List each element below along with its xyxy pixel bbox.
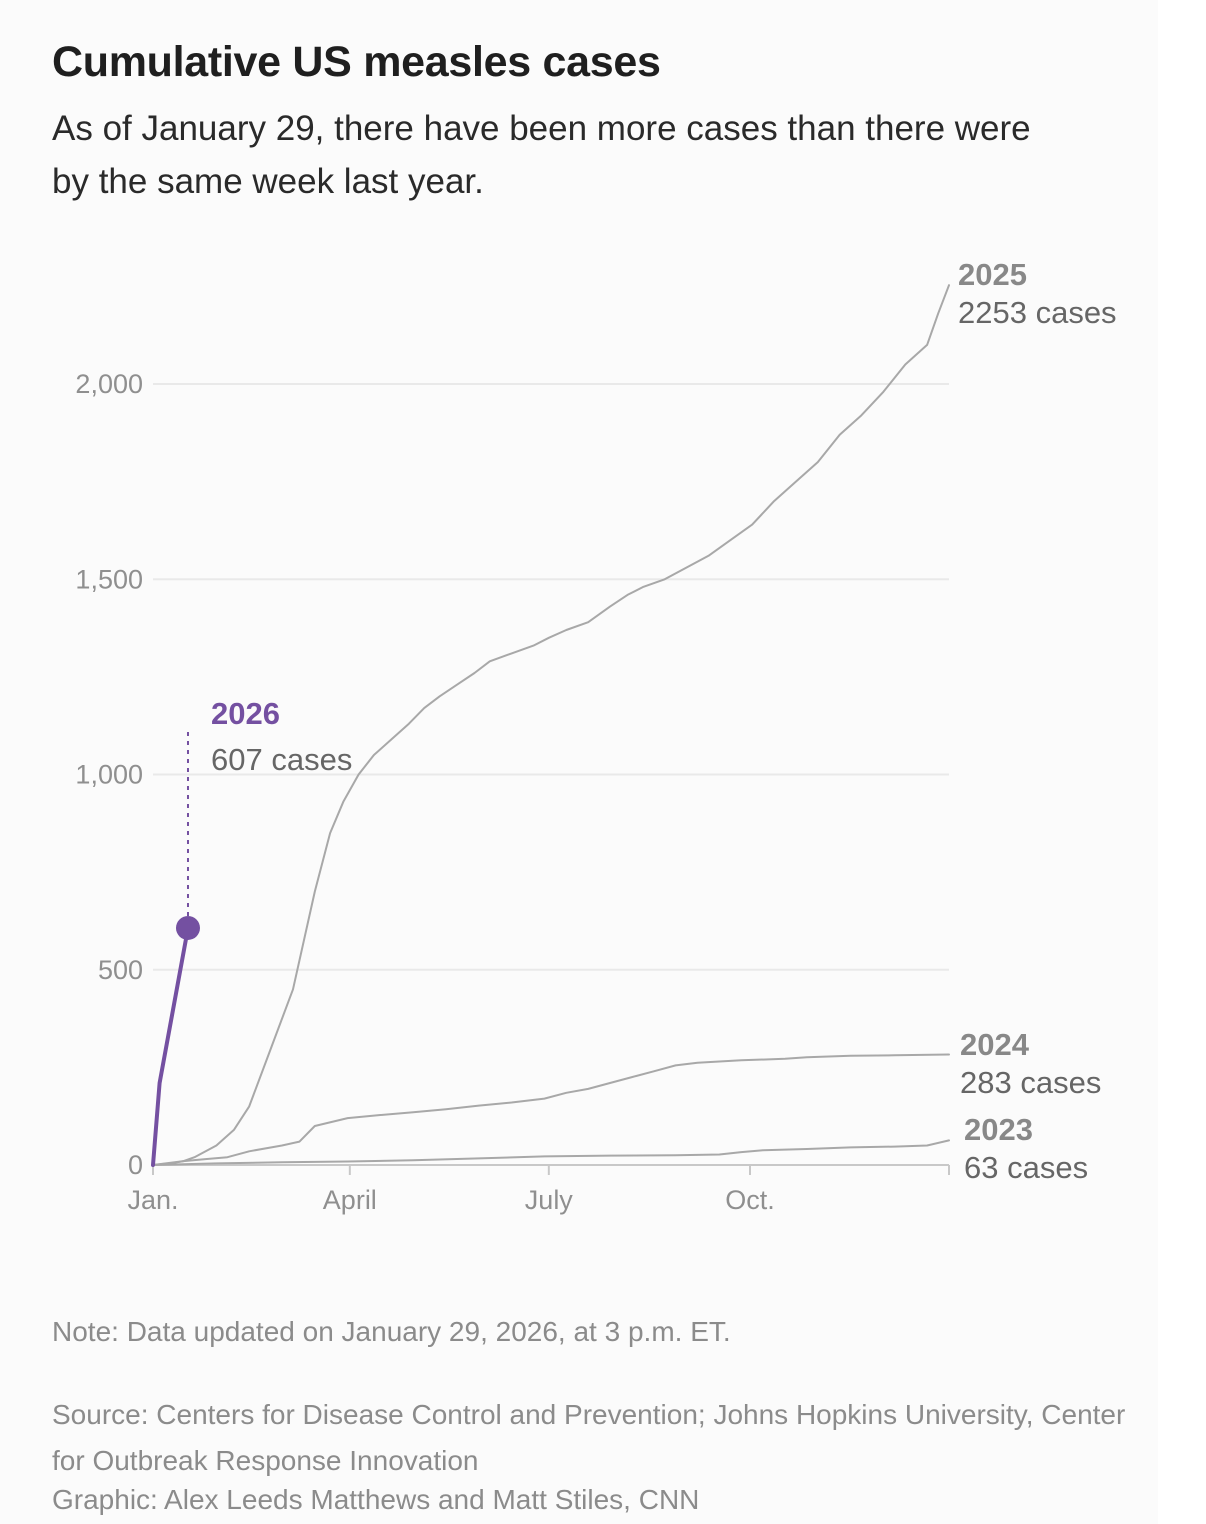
- x-axis: Jan. April July Oct.: [127, 1164, 950, 1215]
- data-source: Source: Centers for Disease Control and …: [52, 1399, 1126, 1476]
- graphic-credit: Graphic: Alex Leeds Matthews and Matt St…: [52, 1484, 700, 1515]
- y-tick-label: 0: [128, 1150, 143, 1180]
- series-label-2026: 2026: [211, 696, 280, 731]
- series-line-2025: [152, 284, 950, 1166]
- y-tick-label: 1,500: [75, 564, 143, 594]
- x-tick-label: July: [525, 1185, 574, 1215]
- x-tick-label: April: [323, 1185, 377, 1215]
- line-chart: 0 500 1,000 1,500 2,000 Jan. April July Oct. 20…: [75, 257, 1117, 1215]
- x-tick-label: Oct.: [725, 1185, 775, 1215]
- series-line-2024: [152, 1053, 950, 1166]
- data-note: Note: Data updated on January 29, 2026, …: [52, 1316, 731, 1347]
- series-line-2023: [152, 1139, 950, 1166]
- chart-title: Cumulative US measles cases: [52, 38, 661, 86]
- series-label-2023: 2023: [964, 1112, 1033, 1147]
- gridlines: 0 500 1,000 1,500 2,000: [75, 369, 949, 1180]
- series-count-label-2024: 283 cases: [960, 1065, 1101, 1100]
- series-count-label-2026: 607 cases: [211, 742, 352, 777]
- series-count-label-2023: 63 cases: [964, 1150, 1088, 1185]
- series-line-2026: [151, 926, 190, 1167]
- series-label-2025: 2025: [958, 257, 1027, 292]
- series-label-2024: 2024: [960, 1027, 1030, 1062]
- chart-subtitle: As of January 29, there have been more c…: [52, 109, 1031, 201]
- series-count-label-2025: 2253 cases: [958, 295, 1117, 330]
- x-tick-label: Jan.: [127, 1185, 178, 1215]
- series-end-point-2026: [175, 915, 200, 940]
- y-tick-label: 1,000: [75, 760, 143, 790]
- y-tick-label: 500: [98, 955, 143, 985]
- chart-panel: Cumulative US measles cases As of Januar…: [52, 38, 1126, 1515]
- series-lines: [151, 284, 950, 1167]
- y-tick-label: 2,000: [75, 369, 143, 399]
